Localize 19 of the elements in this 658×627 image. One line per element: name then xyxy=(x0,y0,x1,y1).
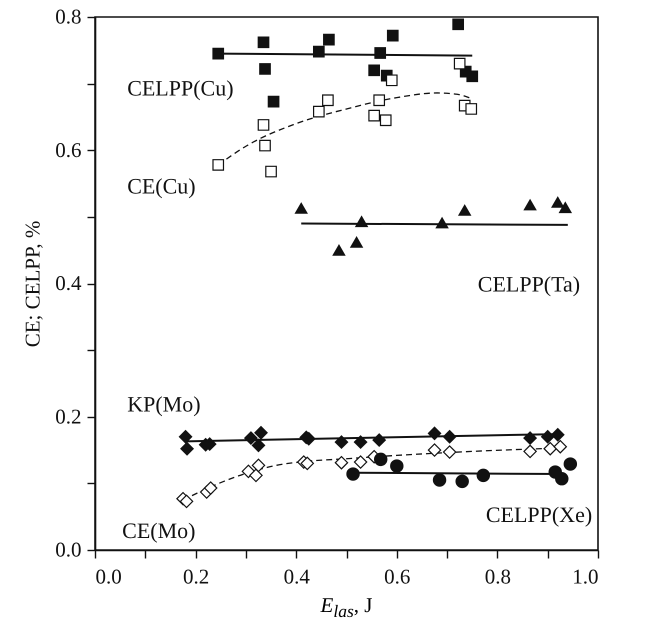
annotation: CELPP(Xe) xyxy=(486,502,592,527)
x-axis-title: E$_{las}$, J xyxy=(319,593,374,624)
y-tick-label: 0.8 xyxy=(55,4,82,28)
x-tick-label: 0.4 xyxy=(284,564,310,588)
annotation: CE(Cu) xyxy=(127,173,196,198)
y-tick-label: 0.4 xyxy=(55,271,82,295)
x-tick-label: 0.8 xyxy=(484,564,512,588)
annotation: CELPP(Cu) xyxy=(127,75,234,100)
x-tick-label: 1.0 xyxy=(572,564,598,588)
annotation: CE(Mo) xyxy=(122,518,196,543)
y-axis-title: CE; CELPP, % xyxy=(20,220,44,348)
y-tick-label: 0.0 xyxy=(55,538,82,562)
x-tick-label: 0.0 xyxy=(96,564,122,588)
y-tick-label: 0.2 xyxy=(55,404,82,428)
annotation: CELPP(Ta) xyxy=(478,272,580,297)
annotation: KP(Mo) xyxy=(127,391,201,416)
y-tick-label: 0.6 xyxy=(55,138,82,162)
x-tick-label: 0.2 xyxy=(182,564,210,588)
x-tick-label: 0.6 xyxy=(384,564,410,588)
